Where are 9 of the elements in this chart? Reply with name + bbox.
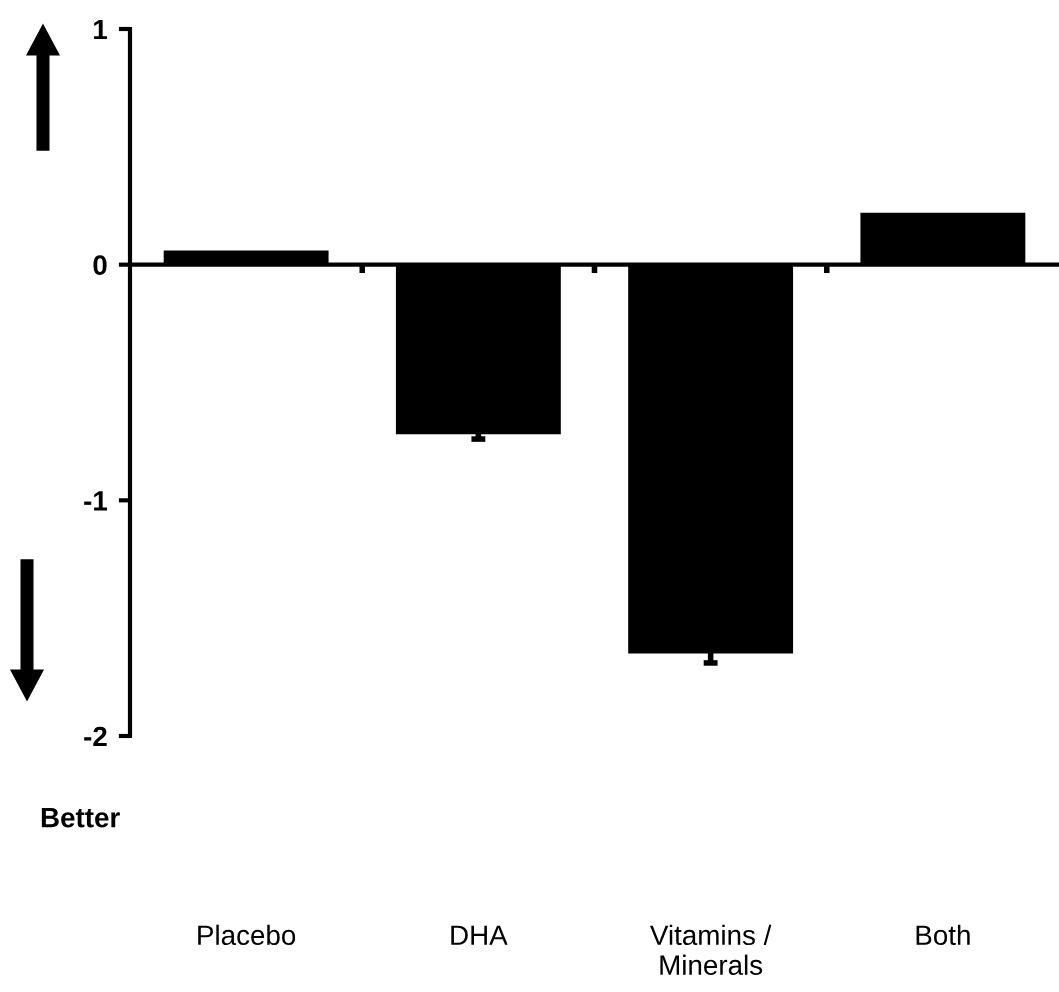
y-tick-label: 0: [93, 255, 107, 276]
x-tick-label: Vitamins / Minerals: [650, 924, 772, 975]
y-tick-label: -1: [84, 491, 108, 511]
y-tick-label: 1: [94, 19, 108, 40]
text: Better: [41, 808, 120, 828]
x-tick-label: Placebo: [198, 924, 296, 946]
x-tick-label: Both: [916, 924, 970, 946]
y-tick-label: -2: [84, 726, 107, 747]
x-tick-label: DHA: [451, 925, 508, 945]
